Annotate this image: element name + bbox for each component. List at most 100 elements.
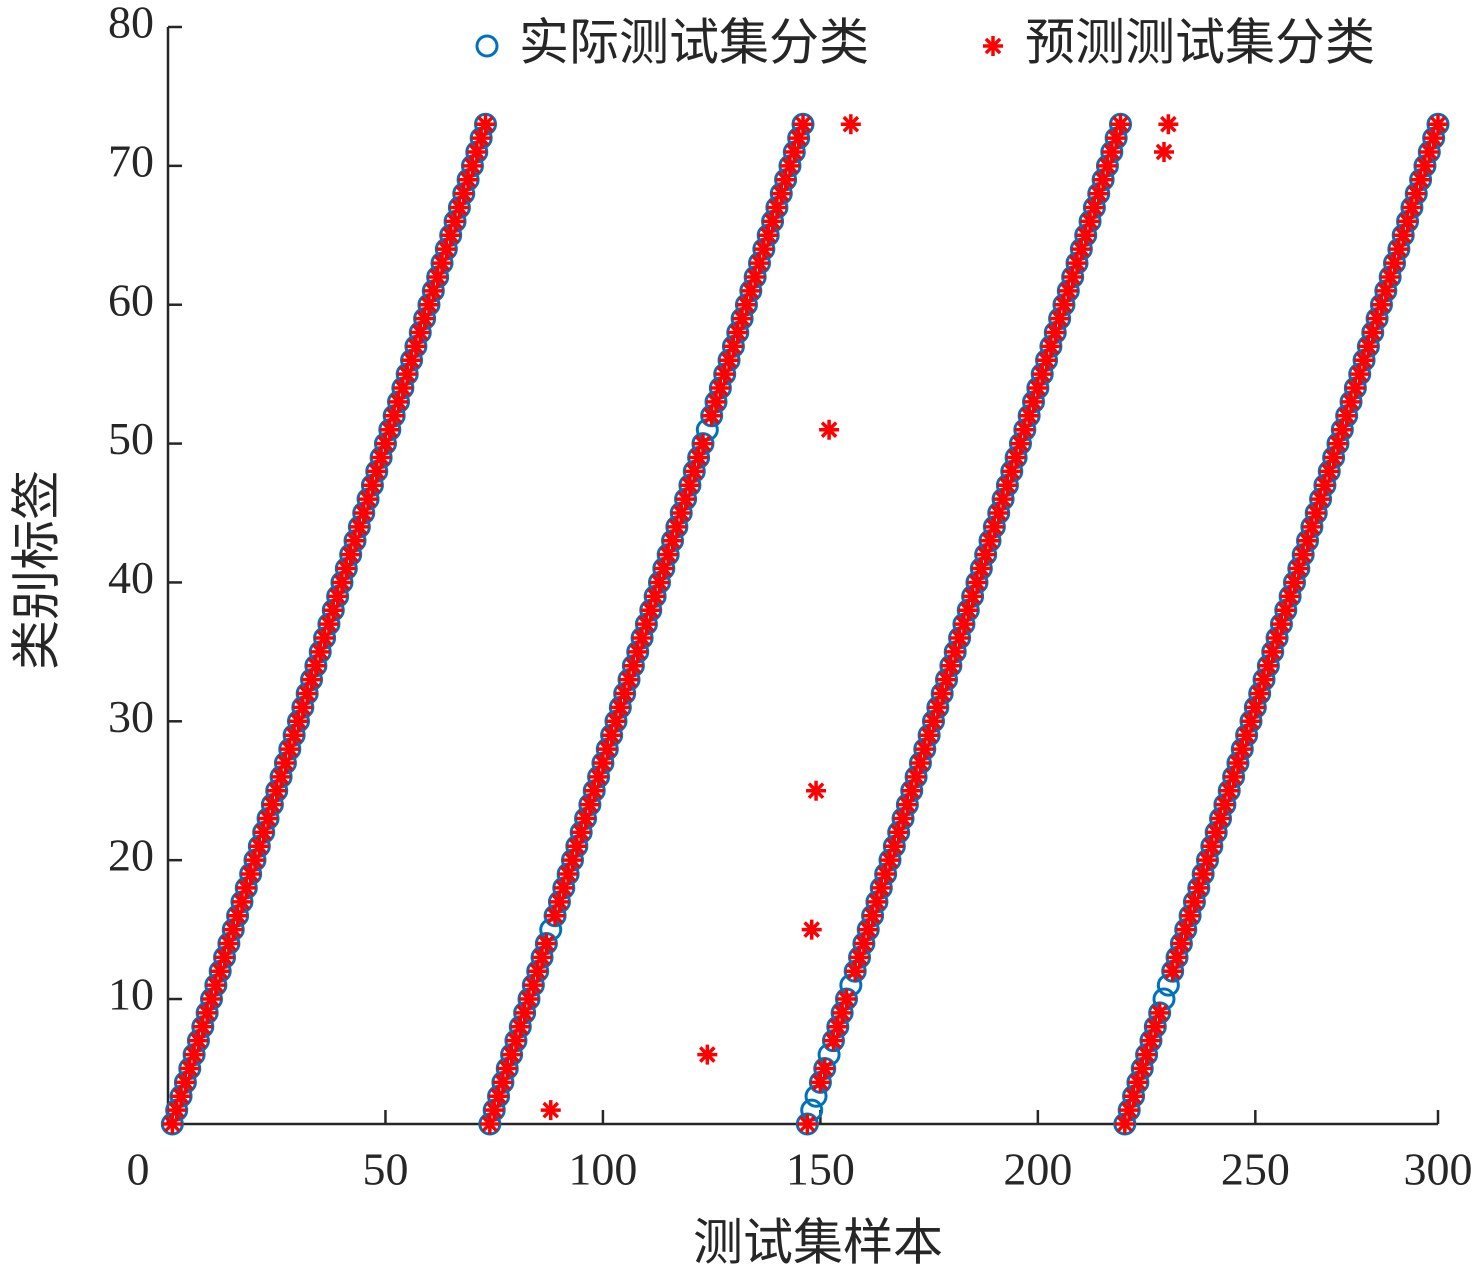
legend-marker — [475, 34, 499, 58]
point — [1341, 391, 1362, 412]
legend-label: 预测测试集分类 — [1025, 14, 1375, 72]
point — [1067, 253, 1088, 274]
point — [227, 905, 248, 926]
point — [858, 919, 879, 940]
point — [1110, 114, 1131, 135]
point — [275, 752, 296, 773]
legend: 实际测试集分类 预测测试集分类 — [475, 14, 1375, 72]
point — [932, 683, 953, 704]
point — [1401, 197, 1422, 218]
point — [949, 627, 970, 648]
point — [1293, 544, 1314, 565]
y-tick-label: 20 — [108, 830, 154, 881]
point — [197, 1002, 218, 1023]
point — [340, 544, 361, 565]
point — [1280, 586, 1301, 607]
x-tick-label: 50 — [362, 1144, 408, 1195]
point — [471, 128, 492, 149]
y-tick-label: 50 — [108, 413, 154, 464]
point — [1319, 461, 1340, 482]
point — [627, 641, 648, 662]
series-0 — [160, 112, 1450, 1136]
x-tick-label: 150 — [786, 1144, 855, 1195]
point — [484, 1100, 505, 1121]
point — [819, 419, 840, 440]
point — [827, 1016, 848, 1037]
point — [605, 711, 626, 732]
point — [806, 780, 827, 801]
point — [723, 336, 744, 357]
point — [205, 975, 226, 996]
point — [897, 794, 918, 815]
point — [817, 1043, 841, 1067]
point — [588, 766, 609, 787]
x-tick-label: 200 — [1003, 1144, 1072, 1195]
point — [1171, 933, 1192, 954]
point — [1306, 503, 1327, 524]
point — [505, 1030, 526, 1051]
point — [919, 725, 940, 746]
point — [927, 697, 948, 718]
point — [1327, 433, 1348, 454]
point — [962, 586, 983, 607]
point — [1375, 280, 1396, 301]
point — [592, 752, 613, 773]
point — [553, 877, 574, 898]
point — [584, 780, 605, 801]
point — [862, 905, 883, 926]
point — [1193, 864, 1214, 885]
point — [1206, 822, 1227, 843]
point — [1149, 1002, 1170, 1023]
point — [845, 961, 866, 982]
point — [405, 336, 426, 357]
y-tick-label: 80 — [108, 0, 154, 48]
point — [836, 989, 857, 1010]
point — [1397, 211, 1418, 232]
point — [793, 114, 813, 135]
point — [695, 418, 719, 442]
point — [492, 1072, 513, 1093]
point — [297, 683, 318, 704]
point — [1414, 155, 1435, 176]
point — [906, 766, 927, 787]
point — [179, 1058, 200, 1079]
point — [445, 211, 466, 232]
point — [240, 864, 261, 885]
point — [810, 1072, 831, 1093]
point — [292, 697, 313, 718]
point — [671, 503, 692, 524]
point — [1258, 655, 1279, 676]
point — [305, 655, 326, 676]
point — [349, 516, 370, 537]
point — [336, 558, 357, 579]
point — [279, 739, 300, 760]
point — [1153, 141, 1174, 162]
point — [539, 918, 563, 942]
point — [162, 1114, 183, 1134]
point — [410, 322, 431, 343]
point — [379, 419, 400, 440]
point — [1023, 391, 1044, 412]
point — [345, 530, 366, 551]
point — [610, 697, 631, 718]
point — [1336, 405, 1357, 426]
point — [679, 475, 700, 496]
point — [688, 447, 709, 468]
point — [753, 239, 774, 260]
point — [1175, 919, 1196, 940]
point — [958, 600, 979, 621]
point — [614, 683, 635, 704]
point — [1380, 266, 1401, 287]
point — [1132, 1058, 1153, 1079]
point — [649, 572, 670, 593]
point — [1040, 336, 1061, 357]
point — [800, 1098, 824, 1122]
point — [697, 1044, 718, 1065]
point — [1223, 766, 1244, 787]
point — [1367, 308, 1388, 329]
point — [1214, 794, 1235, 815]
point — [523, 975, 544, 996]
point — [814, 1058, 835, 1079]
point — [662, 530, 683, 551]
point — [1345, 378, 1366, 399]
